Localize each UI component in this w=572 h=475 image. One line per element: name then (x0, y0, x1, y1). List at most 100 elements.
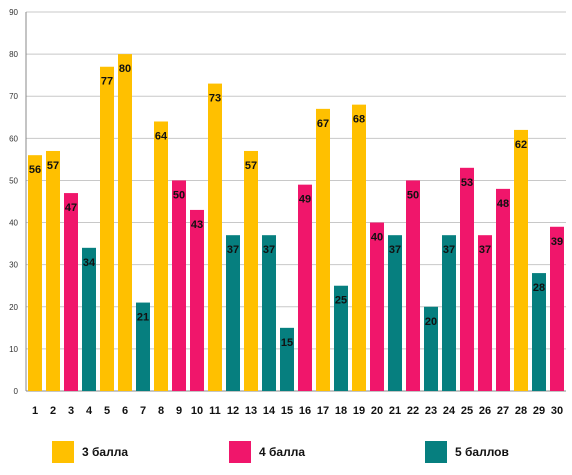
data-label: 73 (209, 93, 221, 105)
data-label: 50 (173, 189, 185, 201)
bar (406, 180, 420, 391)
bar (208, 83, 222, 391)
data-label: 37 (479, 244, 491, 256)
data-label: 49 (299, 194, 311, 206)
legend-swatch-5-ballov (425, 441, 447, 463)
y-tick-label: 50 (9, 176, 18, 185)
bar (100, 66, 114, 391)
data-label: 50 (407, 189, 419, 201)
y-axis-tick-labels: 0 10 20 30 40 50 60 70 80 90 (9, 8, 18, 396)
data-label: 57 (47, 160, 59, 172)
x-tick-label: 19 (353, 405, 365, 417)
data-label: 62 (515, 139, 527, 151)
legend-label-4-balla: 4 балла (259, 445, 306, 459)
x-tick-label: 28 (515, 405, 527, 417)
y-tick-label: 70 (9, 92, 18, 101)
bar (424, 306, 438, 391)
bar (334, 285, 348, 391)
data-label: 64 (155, 130, 168, 142)
data-label: 37 (443, 244, 455, 256)
data-label: 68 (353, 114, 365, 126)
data-label: 37 (389, 244, 401, 256)
data-label: 43 (191, 219, 203, 231)
x-tick-label: 16 (299, 405, 311, 417)
data-label: 37 (227, 244, 239, 256)
data-label: 15 (281, 337, 293, 349)
data-label: 34 (83, 257, 96, 269)
data-label: 21 (137, 312, 149, 324)
x-tick-label: 5 (104, 405, 110, 417)
bar (514, 129, 528, 391)
x-tick-label: 7 (140, 405, 146, 417)
bar (82, 247, 96, 391)
y-tick-label: 40 (9, 219, 18, 228)
x-tick-label: 14 (263, 405, 276, 417)
x-tick-label: 8 (158, 405, 164, 417)
x-tick-label: 2 (50, 405, 56, 417)
legend-label-5-ballov: 5 баллов (455, 445, 509, 459)
bar (172, 180, 186, 391)
bar (370, 222, 384, 391)
y-tick-label: 20 (9, 303, 18, 312)
y-tick-label: 0 (14, 387, 19, 396)
x-tick-label: 3 (68, 405, 74, 417)
legend-label-3-balla: 3 балла (82, 445, 129, 459)
data-label: 25 (335, 295, 347, 307)
data-label: 37 (263, 244, 275, 256)
x-tick-label: 17 (317, 405, 329, 417)
bar (244, 150, 258, 391)
x-tick-label: 22 (407, 405, 419, 417)
x-tick-label: 6 (122, 405, 128, 417)
data-label: 67 (317, 118, 329, 130)
bar (460, 167, 474, 391)
legend-item-3-balla: 3 балла (52, 441, 128, 463)
x-tick-label: 11 (209, 405, 221, 417)
x-tick-label: 21 (389, 405, 401, 417)
bar (262, 235, 276, 391)
gridlines (26, 11, 566, 350)
data-label: 57 (245, 160, 257, 172)
data-label: 48 (497, 198, 509, 210)
x-tick-label: 23 (425, 405, 437, 417)
y-tick-label: 80 (9, 50, 18, 59)
bar (532, 273, 546, 391)
bar (352, 104, 366, 392)
legend-swatch-4-balla (229, 441, 251, 463)
data-label: 80 (119, 63, 131, 75)
x-tick-label: 27 (497, 405, 509, 417)
data-label: 53 (461, 177, 473, 189)
bar (316, 108, 330, 391)
x-tick-label: 12 (227, 405, 239, 417)
bar (478, 235, 492, 391)
data-label: 56 (29, 164, 41, 176)
data-labels: 56 57 47 34 77 80 21 64 50 43 73 37 57 37 15 49 67 25 68 40… (29, 63, 563, 349)
x-tick-label: 20 (371, 405, 383, 417)
data-label: 77 (101, 76, 113, 88)
bar (280, 327, 294, 391)
bar (28, 155, 42, 391)
y-tick-label: 10 (9, 345, 18, 354)
bar (190, 209, 204, 391)
bar (298, 184, 312, 391)
data-label: 28 (533, 282, 545, 294)
x-tick-label: 10 (191, 405, 203, 417)
x-tick-label: 29 (533, 405, 545, 417)
legend-item-5-ballov: 5 баллов (425, 441, 509, 463)
y-tick-label: 90 (9, 8, 18, 17)
bar (64, 193, 78, 391)
x-tick-label: 24 (443, 405, 456, 417)
data-label: 39 (551, 236, 563, 248)
x-tick-label: 13 (245, 405, 257, 417)
x-tick-label: 1 (32, 405, 38, 417)
x-tick-label: 4 (86, 405, 93, 417)
bar (136, 302, 150, 391)
legend-item-4-balla: 4 балла (229, 441, 305, 463)
x-tick-label: 25 (461, 405, 473, 417)
bar (550, 226, 564, 391)
x-tick-label: 30 (551, 405, 563, 417)
x-tick-label: 26 (479, 405, 491, 417)
bar (226, 235, 240, 391)
data-label: 47 (65, 202, 77, 214)
data-label: 20 (425, 316, 437, 328)
